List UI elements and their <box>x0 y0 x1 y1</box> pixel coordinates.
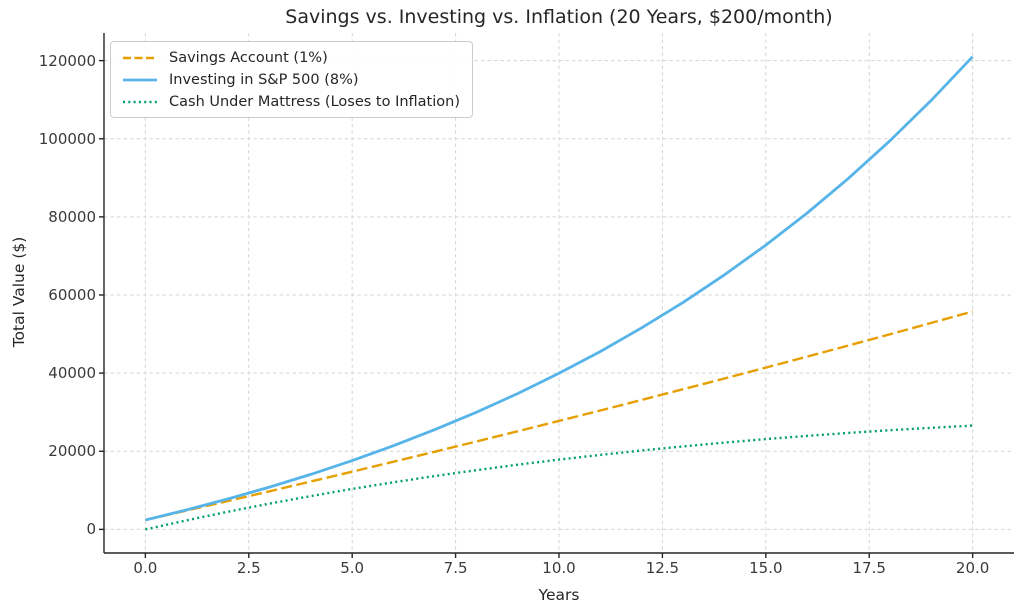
x-tick-label: 17.5 <box>852 559 886 577</box>
legend-item-cash: Cash Under Mattress (Loses to Inflation) <box>121 91 460 112</box>
legend-label-savings: Savings Account (1%) <box>169 49 328 66</box>
series-line-2 <box>145 424 973 531</box>
legend-item-investing: Investing in S&P 500 (8%) <box>121 69 460 90</box>
y-tick-label: 100000 <box>38 129 96 148</box>
savings-line-sample-icon <box>123 56 157 59</box>
y-tick-label: 0 <box>86 520 96 539</box>
y-tick-label: 120000 <box>38 51 96 70</box>
series-line-1 <box>145 55 974 522</box>
x-tick-label: 15.0 <box>749 559 783 577</box>
legend-label-investing: Investing in S&P 500 (8%) <box>169 71 359 88</box>
investing-line-sample-icon <box>123 78 157 81</box>
legend-item-savings: Savings Account (1%) <box>121 47 460 68</box>
legend-label-cash: Cash Under Mattress (Loses to Inflation) <box>169 93 460 110</box>
y-tick-label: 40000 <box>48 364 96 383</box>
x-axis-label: Years <box>538 586 580 604</box>
y-tick-label: 80000 <box>48 207 96 226</box>
x-tick-label: 20.0 <box>955 559 990 577</box>
x-tick-label: 0.0 <box>133 559 158 577</box>
cash-line-sample-icon <box>123 100 157 103</box>
y-tick-label: 20000 <box>48 442 96 461</box>
x-tick-label: 10.0 <box>542 559 576 577</box>
y-tick-label: 60000 <box>48 285 96 304</box>
x-tick-label: 7.5 <box>443 559 468 577</box>
x-tick-label: 2.5 <box>236 559 261 577</box>
x-tick-label: 12.5 <box>645 559 680 577</box>
legend: Savings Account (1%) Investing in S&P 50… <box>110 41 473 118</box>
x-tick-label: 5.0 <box>340 559 365 577</box>
chart-title: Savings vs. Investing vs. Inflation (20 … <box>285 6 833 28</box>
series-line-0 <box>145 310 973 522</box>
